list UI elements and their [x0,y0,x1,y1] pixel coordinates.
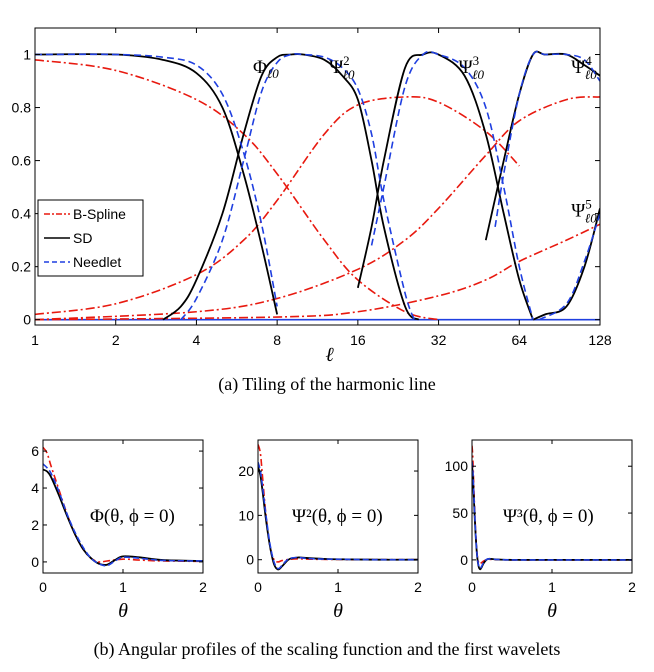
y-tick-label: 0.4 [12,206,32,222]
caption-b: (b) Angular profiles of the scaling func… [94,639,561,660]
y-tick-label: 0 [460,552,468,568]
x-axis-label: θ [547,600,557,622]
chart-a-curves [35,50,600,321]
x-tick-label: 4 [193,332,201,348]
x-tick-label: 1 [31,332,39,348]
x-tick-label: 2 [414,579,422,595]
profile-series-bspline [472,445,632,565]
profile-series-bspline [43,446,203,563]
profile-series-sd [43,468,203,566]
y-tick-label: 50 [452,505,468,521]
series-needlet-curve-3 [494,50,600,228]
profile-curves [258,444,418,571]
y-tick-label: 100 [445,458,469,474]
x-tick-label: 64 [511,332,527,348]
y-tick-label: 0.6 [12,153,32,169]
x-tick-label: 2 [199,579,207,595]
profile-curves [472,445,632,571]
x-tick-label: 1 [548,579,556,595]
y-tick-label: 4 [31,480,39,496]
caption-a: (a) Tiling of the harmonic line [218,374,435,395]
series-bspline-curve-0 [35,59,439,321]
series-needlet-curve-2 [370,50,534,320]
x-tick-label: 16 [350,332,366,348]
curve-annotation-0: Φℓ0 [253,57,279,81]
x-tick-label: 1 [334,579,342,595]
y-tick-label: 10 [238,507,254,523]
y-tick-label: 0.8 [12,100,32,116]
profile-chart-1: 0 1 2 0 2 4 6 θ Φ(θ, ϕ = 0) [31,439,207,622]
x-tick-label: 0 [468,579,476,595]
series-bspline-curve-2 [35,96,600,321]
x-tick-label: 32 [431,332,447,348]
profile-series-needlet [258,461,418,570]
series-needlet-curve-0 [35,53,278,307]
series-needlet-curve-4 [538,213,600,321]
legend-entry: SD [73,230,92,246]
x-tick-label: 1 [119,579,127,595]
profile-label: Ψ³(θ, ϕ = 0) [503,506,594,527]
series-bspline-curve-3 [35,223,600,321]
y-tick-label: 0 [246,552,254,568]
chart-a: 1 2 4 8 16 32 64 128 0 0.2 0.4 0.6 0.8 1 ℓ Φℓ0 Ψ2 ℓ0 Ψ3 ℓ0 Ψ… [12,27,612,366]
y-tick-label: 0.2 [12,259,32,275]
y-tick-label: 1 [23,47,31,63]
series-needlet-curve-1 [180,53,416,321]
y-tick-label: 6 [31,443,39,459]
curve-annotation-4: Ψ5 ℓ0 [571,196,597,225]
legend-entry: Needlet [73,254,121,270]
profile-series-needlet [472,461,632,570]
legend: B-Spline SD Needlet [37,199,144,277]
x-axis-label: ℓ [325,344,334,366]
series-bspline-curve-1 [35,95,520,316]
profile-label: Φ(θ, ϕ = 0) [90,506,175,527]
chart-a-frame [34,27,601,326]
x-tick-label: 128 [588,332,612,348]
y-tick-label: 20 [238,463,254,479]
profile-label: Ψ²(θ, ϕ = 0) [292,506,383,527]
x-tick-label: 2 [628,579,636,595]
curve-annotation-3: Ψ4 ℓ0 [571,53,597,82]
y-tick-label: 2 [31,517,39,533]
x-tick-label: 8 [273,332,281,348]
series-sd-curve-4 [532,208,600,321]
profile-series-needlet [43,463,203,567]
x-axis-label: θ [118,600,128,622]
x-tick-label: 0 [254,579,262,595]
x-tick-label: 2 [112,332,120,348]
x-axis-label: θ [333,600,343,622]
profile-chart-3: 0 1 2 0 50 100 θ Ψ³(θ, ϕ = 0) [445,439,636,622]
y-tick-label: 0 [31,554,39,570]
y-tick-label: 0 [23,312,31,328]
curve-annotation-2: Ψ3 ℓ0 [459,53,485,82]
profile-series-bspline [258,444,418,563]
legend-entry: B-Spline [73,206,126,222]
x-tick-label: 0 [39,579,47,595]
curve-annotation-1: Ψ2 ℓ0 [329,53,355,82]
profile-curves [43,446,203,567]
